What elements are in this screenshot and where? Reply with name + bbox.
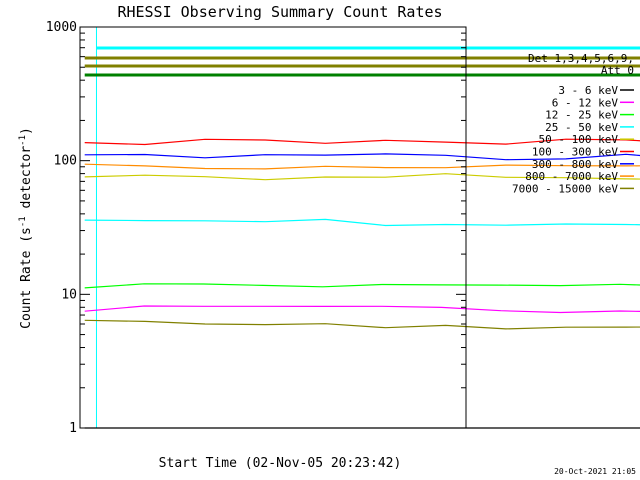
- legend-entry-label: 12 - 25 keV: [545, 109, 618, 122]
- legend-header: Det 1,3,4,5,6,9,: [528, 52, 634, 65]
- legend-entry-label: 6 - 12 keV: [552, 96, 619, 109]
- legend-entry-label: 50 - 100 keV: [539, 133, 619, 146]
- legend-entry-label: 25 - 50 keV: [545, 121, 618, 134]
- chart-title: RHESSI Observing Summary Count Rates: [117, 3, 442, 21]
- plot-frame: [79, 26, 467, 429]
- y-axis-ticks: 1 10 100 1000: [46, 20, 466, 436]
- x-axis-label: Start Time (02-Nov-05 20:23:42): [159, 456, 402, 471]
- y-tick-label: 100: [54, 154, 77, 169]
- y-tick-label: 1: [69, 421, 77, 436]
- legend-entry-label: 7000 - 15000 keV: [512, 182, 618, 195]
- y-axis-label: Count Rate (s-1 detector-1): [18, 127, 34, 329]
- legend-entry-label: 800 - 7000 keV: [525, 170, 618, 183]
- legend-header: Att 0: [601, 64, 634, 77]
- y-tick-label: 1000: [46, 20, 77, 35]
- y-tick-label: 10: [61, 287, 77, 302]
- legend-entry-label: 3 - 6 keV: [558, 84, 618, 97]
- render-timestamp: 20-Oct-2021 21:05: [554, 467, 636, 476]
- legend-entry-label: 300 - 800 keV: [532, 158, 618, 171]
- plot-area: [84, 27, 640, 429]
- legend-entry-label: 100 - 300 keV: [532, 146, 618, 159]
